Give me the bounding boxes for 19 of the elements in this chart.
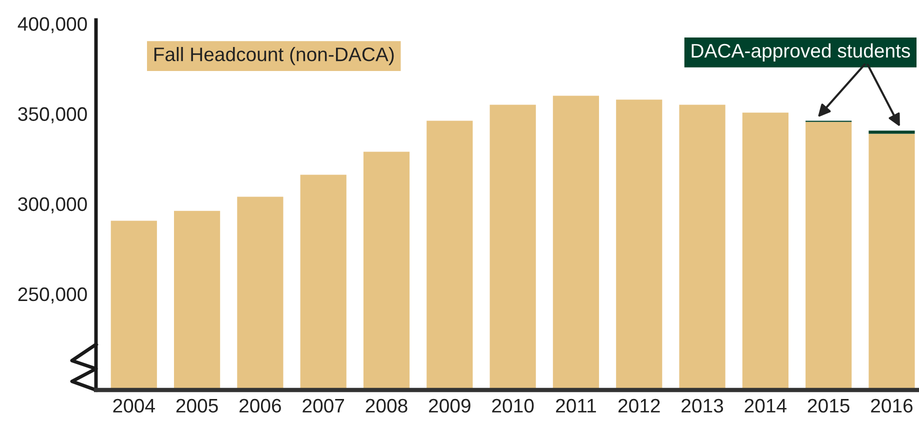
y-tick-label: 350,000 [18,107,87,124]
text: Fall Headcount (non-DACA) [154,46,394,66]
x-tick-label: 2009 [429,398,470,413]
x-tick-label: 2013 [682,398,724,413]
y-tick-label: 300,000 [18,197,87,214]
text: DACA-approved students [692,43,910,62]
x-tick-label: 2014 [744,398,786,413]
x-tick-label: 2010 [492,398,534,413]
x-tick-label: 2012 [618,398,660,413]
y-tick-label: 250,000 [18,287,87,304]
x-tick-label: 2006 [240,398,281,413]
x-tick-label: 2008 [366,398,408,413]
x-tick-label: 2005 [176,398,218,413]
y-tick-label: 400,000 [18,17,87,34]
x-tick-label: 2016 [871,398,913,413]
x-tick-label: 2007 [302,398,344,413]
x-tick-label: 2011 [556,398,596,413]
x-tick-label: 2004 [113,398,155,413]
x-tick-label: 2015 [808,398,850,413]
